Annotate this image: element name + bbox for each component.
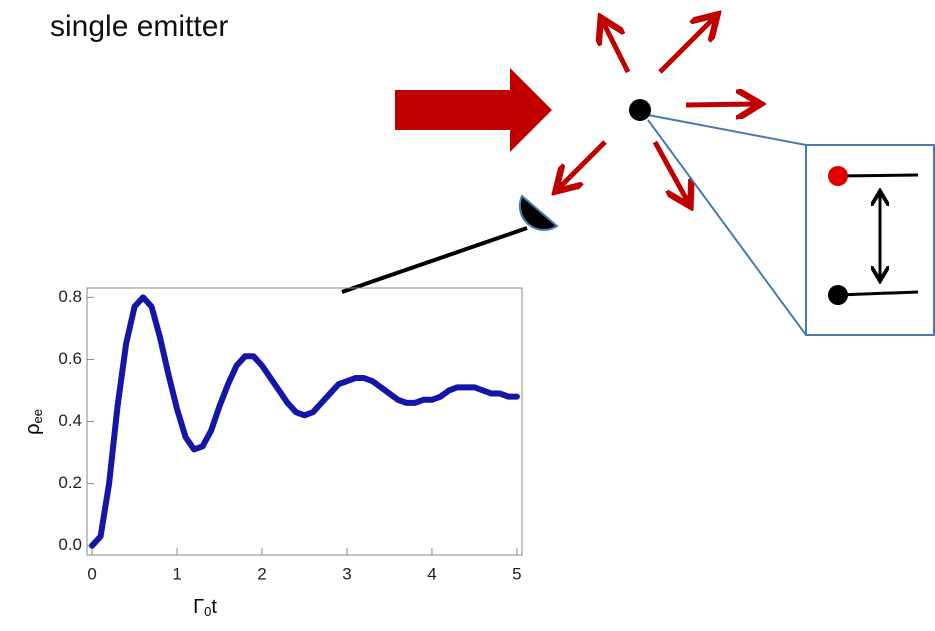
x-tick-label: 5: [512, 564, 521, 583]
x-label-symbol: Γ: [193, 596, 204, 618]
x-tick-label: 0: [87, 564, 96, 583]
detector: [520, 196, 557, 230]
zoom-line: [648, 120, 806, 335]
emission-arrows: [559, 18, 756, 202]
x-tick-label: 2: [257, 564, 266, 583]
detector-cable: [342, 228, 527, 292]
x-axis-label: Γ0t: [193, 596, 217, 619]
x-tick-label: 4: [427, 564, 436, 583]
y-tick-label: 0.2: [58, 473, 82, 492]
page: {"title": "single emitter", "chart_data"…: [0, 0, 935, 631]
x-label-var: t: [211, 596, 217, 618]
y-tick-label: 0.0: [58, 535, 82, 554]
y-label-sub: ee: [30, 409, 45, 423]
excited-dot: [828, 166, 848, 186]
y-axis-label: ρee: [22, 409, 45, 435]
plot-frame: [87, 288, 522, 555]
data-line: [92, 297, 517, 545]
ground-dot: [828, 285, 848, 305]
title: single emitter: [50, 10, 228, 43]
zoom-line: [648, 115, 806, 145]
pump-arrow: [395, 68, 552, 152]
x-tick-label: 3: [342, 564, 351, 583]
y-tick-label: 0.4: [58, 411, 82, 430]
y-label-symbol: ρ: [22, 424, 44, 435]
x-tick-label: 1: [172, 564, 181, 583]
figure: single emitter Γ0t ρee 0123450.00.20.40.…: [0, 0, 935, 631]
y-tick-label: 0.8: [58, 287, 82, 306]
level-box: [806, 145, 934, 335]
x-label-sub: 0: [204, 604, 211, 619]
emitter: [629, 99, 651, 121]
excited-level: [838, 175, 918, 176]
y-tick-label: 0.6: [58, 349, 82, 368]
